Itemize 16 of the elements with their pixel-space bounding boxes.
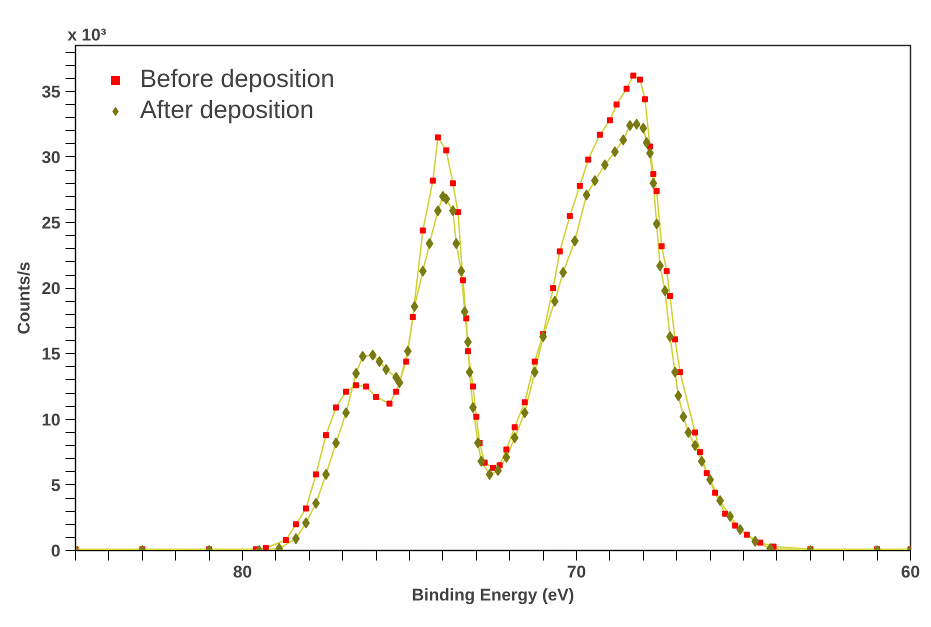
y-tick-label: 5 bbox=[51, 476, 61, 495]
text: x 10³ bbox=[68, 26, 107, 44]
y-tick-label: 35 bbox=[42, 82, 61, 102]
x-tick-label: 60 bbox=[901, 562, 920, 582]
y-tick-label: 0 bbox=[51, 542, 61, 560]
legend-label: After deposition bbox=[140, 96, 314, 125]
legend-label: Before deposition bbox=[140, 65, 335, 94]
y-axis-title: Counts/s bbox=[14, 262, 34, 334]
x-tick-label: 70 bbox=[567, 562, 586, 582]
x-axis-title: Binding Energy (eV) bbox=[412, 586, 574, 604]
y-tick-label: 30 bbox=[42, 148, 61, 167]
y-tick-label: 15 bbox=[42, 344, 61, 364]
x-tick-label: 80 bbox=[233, 562, 252, 582]
y-tick-label: 20 bbox=[42, 279, 61, 298]
y-tick-label: 10 bbox=[42, 410, 61, 430]
y-tick-label: 25 bbox=[42, 214, 61, 233]
